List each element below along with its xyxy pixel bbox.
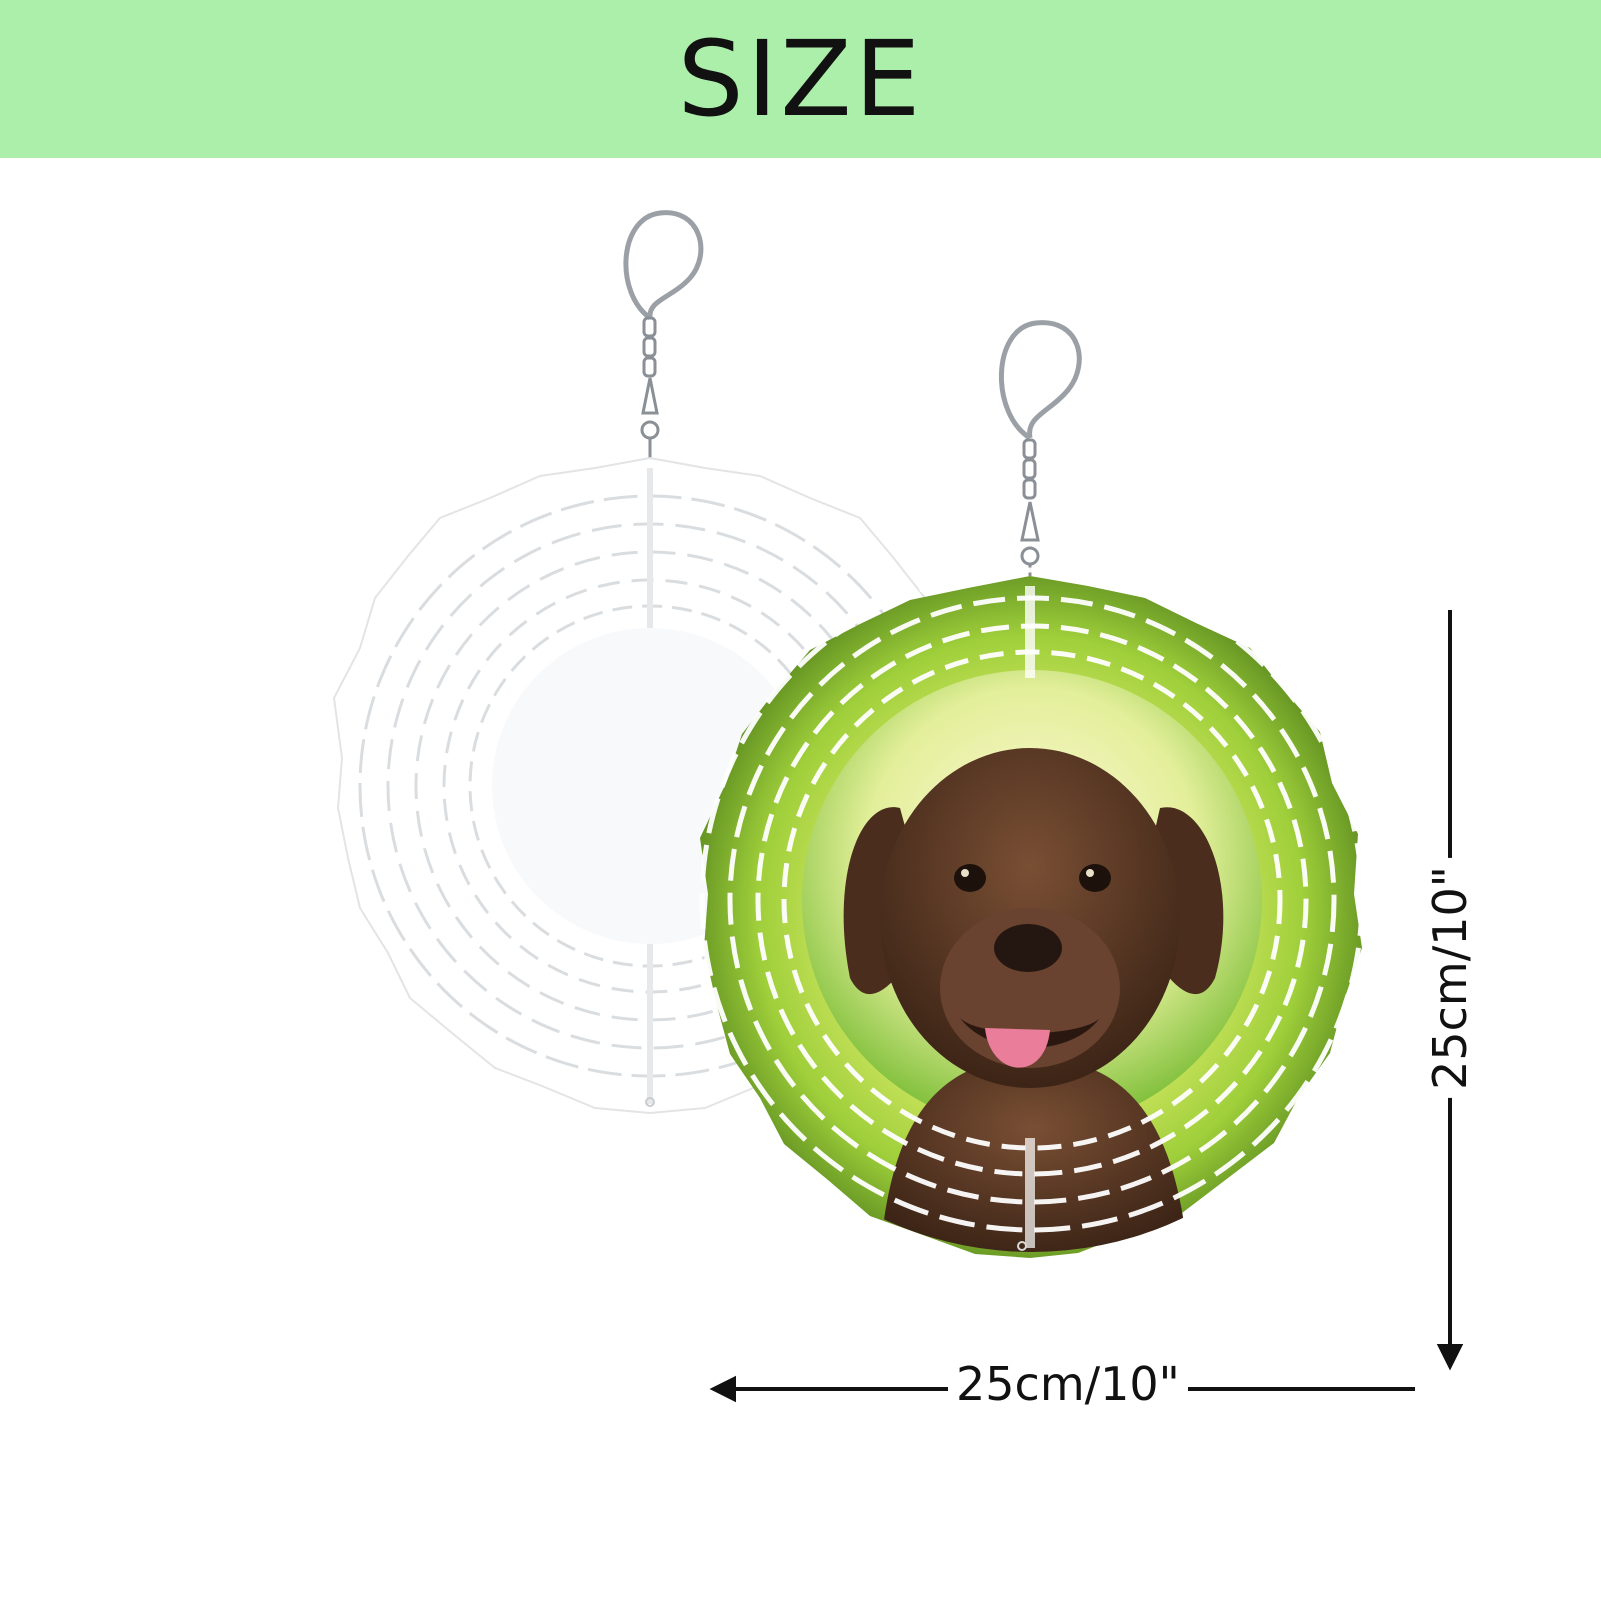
puppy-photo [843,748,1224,1252]
hook-icon [623,210,704,321]
printed-wind-spinner [699,320,1365,1258]
chain-icon [1020,438,1040,576]
product-stage: 25cm/10" 25cm/10" [0,158,1601,1601]
header-banner: SIZE [0,0,1601,158]
page-title: SIZE [677,18,924,140]
height-label: 25cm/10" [1423,858,1477,1098]
chain-icon [640,316,660,462]
product-illustration [332,210,1464,1403]
hook-icon [999,320,1082,441]
width-label: 25cm/10" [948,1361,1188,1407]
